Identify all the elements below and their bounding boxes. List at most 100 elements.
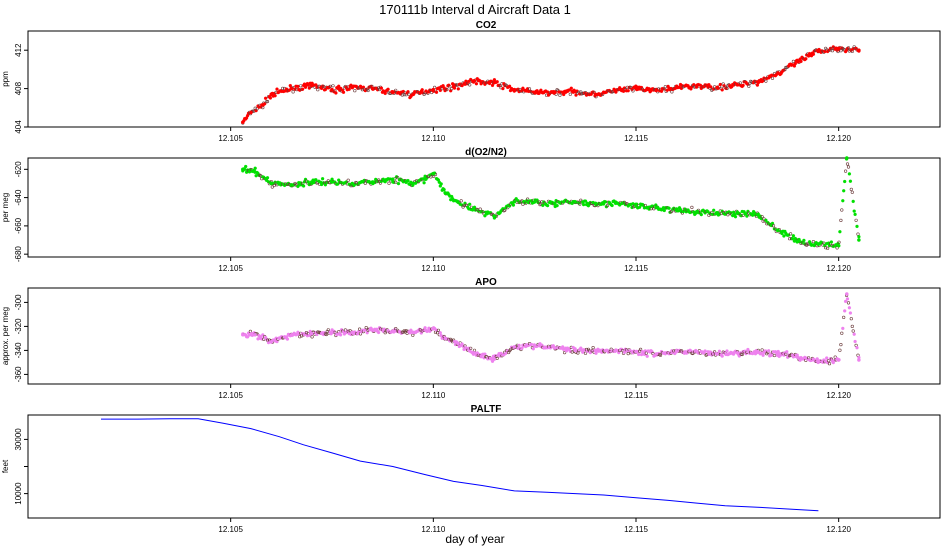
data-point bbox=[495, 80, 499, 84]
x-tick-label: 12.115 bbox=[624, 264, 648, 273]
data-point bbox=[431, 87, 436, 92]
y-tick-label: -680 bbox=[14, 246, 23, 263]
data-point bbox=[838, 230, 842, 234]
data-point bbox=[492, 81, 496, 85]
y-tick-label: -340 bbox=[14, 342, 23, 359]
data-point bbox=[857, 235, 861, 239]
data-point bbox=[434, 90, 439, 94]
data-point bbox=[845, 297, 850, 301]
data-point bbox=[492, 356, 496, 361]
data-point bbox=[613, 348, 618, 353]
data-point bbox=[495, 356, 499, 360]
data-point bbox=[631, 89, 635, 93]
data-point bbox=[253, 332, 257, 337]
data-point bbox=[638, 347, 643, 352]
data-point bbox=[593, 348, 598, 353]
data-point bbox=[469, 346, 473, 350]
data-point bbox=[334, 91, 338, 95]
data-point bbox=[764, 79, 768, 83]
data-point bbox=[423, 326, 427, 330]
data-point bbox=[854, 218, 858, 222]
data-point bbox=[501, 86, 505, 91]
data-point bbox=[558, 93, 562, 97]
data-point bbox=[307, 333, 311, 338]
data-point bbox=[826, 359, 831, 363]
data-point bbox=[654, 205, 659, 210]
data-point bbox=[735, 83, 740, 87]
data-point bbox=[843, 309, 847, 313]
data-point bbox=[455, 341, 460, 346]
x-axis-label: day of year bbox=[445, 532, 504, 546]
data-point bbox=[255, 107, 259, 111]
data-point bbox=[420, 88, 424, 92]
x-tick-label: 12.115 bbox=[624, 391, 648, 400]
data-point bbox=[394, 180, 398, 184]
data-point bbox=[695, 83, 699, 88]
data-point bbox=[837, 240, 841, 244]
panel-3: APO approx. per meg 12.105 12.110 12.115 12.1… bbox=[1, 277, 941, 400]
x-tick-label: 12.105 bbox=[218, 525, 243, 534]
data-point bbox=[833, 355, 837, 359]
data-point bbox=[350, 181, 355, 186]
y-tick-label: 412 bbox=[14, 43, 23, 57]
data-point bbox=[626, 352, 630, 356]
data-point bbox=[634, 349, 638, 354]
data-point bbox=[853, 212, 857, 217]
data-point bbox=[791, 59, 796, 64]
data-point bbox=[839, 343, 843, 347]
data-point bbox=[423, 177, 428, 181]
data-point bbox=[846, 165, 851, 169]
figure-title: 170111b Interval d Aircraft Data 1 bbox=[379, 2, 571, 17]
data-point bbox=[573, 199, 578, 204]
data-point bbox=[366, 88, 370, 93]
data-point bbox=[390, 329, 395, 334]
data-point bbox=[788, 232, 793, 236]
data-point bbox=[263, 96, 268, 100]
data-point bbox=[690, 205, 694, 209]
data-point bbox=[346, 178, 350, 182]
data-point bbox=[240, 332, 245, 337]
data-point bbox=[824, 246, 828, 250]
data-point bbox=[755, 80, 760, 84]
data-point bbox=[712, 350, 717, 354]
data-point bbox=[634, 204, 638, 208]
data-point bbox=[854, 46, 858, 51]
data-point bbox=[658, 353, 663, 357]
data-point bbox=[309, 331, 314, 336]
data-point bbox=[443, 336, 448, 341]
data-point bbox=[455, 199, 460, 204]
data-point bbox=[442, 187, 446, 192]
x-tick-label: 12.110 bbox=[421, 264, 445, 273]
data-point bbox=[764, 218, 768, 222]
data-point bbox=[573, 348, 578, 353]
data-point bbox=[269, 181, 274, 186]
data-point bbox=[755, 349, 760, 354]
plot-frame bbox=[27, 30, 941, 128]
data-point bbox=[429, 175, 433, 179]
data-point bbox=[521, 202, 525, 206]
data-point bbox=[740, 352, 744, 357]
data-point bbox=[610, 203, 614, 208]
data-point bbox=[738, 81, 742, 85]
data-point bbox=[314, 178, 318, 182]
data-point bbox=[760, 348, 764, 352]
data-point bbox=[755, 212, 760, 217]
data-point bbox=[853, 339, 857, 344]
data-point bbox=[504, 83, 508, 87]
y-tick-label: 404 bbox=[14, 120, 23, 134]
data-point bbox=[309, 180, 314, 184]
data-point bbox=[770, 76, 775, 80]
chart-panels: CO2 ppm 12.105 12.110 12.115 12.120 404 408 412 d… bbox=[1, 20, 941, 534]
data-point bbox=[674, 208, 679, 213]
data-point bbox=[411, 330, 415, 335]
data-point bbox=[431, 326, 436, 331]
data-point bbox=[626, 89, 630, 93]
data-point bbox=[310, 335, 314, 339]
data-point bbox=[782, 234, 786, 238]
data-point bbox=[324, 332, 329, 337]
panel-1: CO2 ppm 12.105 12.110 12.115 12.120 404 408 412 bbox=[1, 20, 941, 143]
data-point bbox=[674, 85, 679, 90]
data-point bbox=[707, 83, 711, 87]
data-point bbox=[841, 326, 845, 331]
data-point bbox=[298, 335, 302, 339]
